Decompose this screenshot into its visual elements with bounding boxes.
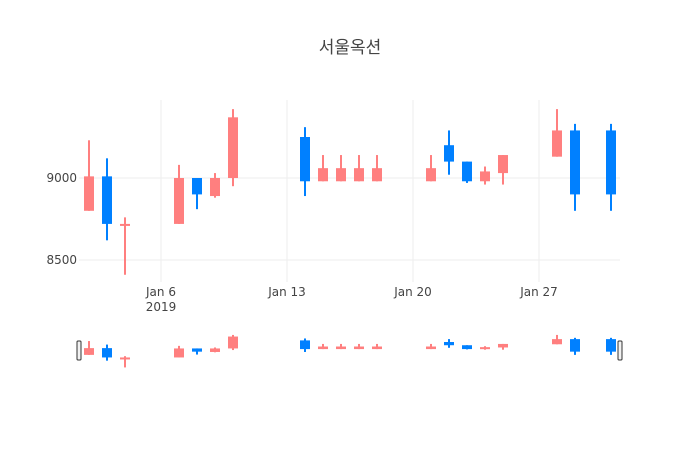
slider-candle-body xyxy=(210,348,220,352)
rangeslider[interactable] xyxy=(76,334,623,368)
candle[interactable] xyxy=(480,166,490,185)
candle[interactable] xyxy=(552,109,562,157)
candle[interactable] xyxy=(498,155,508,185)
slider-candle-body xyxy=(462,345,472,350)
candle[interactable] xyxy=(192,178,202,210)
candle[interactable] xyxy=(426,155,436,182)
candle[interactable] xyxy=(318,155,328,182)
candle[interactable] xyxy=(570,123,580,211)
x-tick-label: Jan 20 xyxy=(393,285,432,299)
x-tick-label: Jan 27 xyxy=(519,285,558,299)
candle[interactable] xyxy=(84,140,94,211)
candle[interactable] xyxy=(210,173,220,198)
candle[interactable] xyxy=(228,109,238,187)
slider-candle-body xyxy=(300,340,310,350)
candles-main[interactable] xyxy=(84,109,616,275)
slider-candle-body xyxy=(552,339,562,345)
candle[interactable] xyxy=(354,155,364,182)
candle[interactable] xyxy=(444,130,454,175)
y-tick-label: 9000 xyxy=(46,171,77,185)
slider-candle-body xyxy=(120,357,130,360)
slider-candle-body xyxy=(84,348,94,355)
candle[interactable] xyxy=(462,161,472,183)
slider-candle-body xyxy=(354,346,364,350)
rangeslider-right-handle[interactable] xyxy=(617,340,623,361)
slider-candle-body xyxy=(336,346,346,350)
candle[interactable] xyxy=(120,217,130,275)
slider-candle-body xyxy=(174,348,184,358)
slider-candle-body xyxy=(606,339,616,352)
candle[interactable] xyxy=(102,158,112,241)
candle[interactable] xyxy=(300,127,310,197)
slider-candle-body xyxy=(228,336,238,349)
slider-candle-body xyxy=(426,346,436,350)
rangeslider-left-handle[interactable] xyxy=(76,340,82,361)
candle[interactable] xyxy=(606,123,616,211)
candle[interactable] xyxy=(336,155,346,182)
x-tick-label: Jan 6 xyxy=(145,285,176,299)
slider-candle-body xyxy=(570,339,580,352)
slider-candle-body xyxy=(480,347,490,350)
slider-candle-body xyxy=(192,348,202,352)
slider-candle-body xyxy=(318,346,328,350)
slider-candle-body xyxy=(102,348,112,358)
slider-candle-body xyxy=(372,346,382,350)
slider-candle-body xyxy=(498,343,508,348)
y-tick-label: 8500 xyxy=(46,253,77,267)
y-axis: 8500 9000 xyxy=(46,171,77,267)
candle[interactable] xyxy=(372,155,382,182)
x-tick-label: Jan 13 xyxy=(267,285,306,299)
chart-title: 서울옥션 xyxy=(318,38,382,58)
candle[interactable] xyxy=(174,164,184,224)
x-tick-label: 2019 xyxy=(146,300,177,314)
gridlines xyxy=(79,100,620,282)
slider-candle-body xyxy=(444,342,454,346)
